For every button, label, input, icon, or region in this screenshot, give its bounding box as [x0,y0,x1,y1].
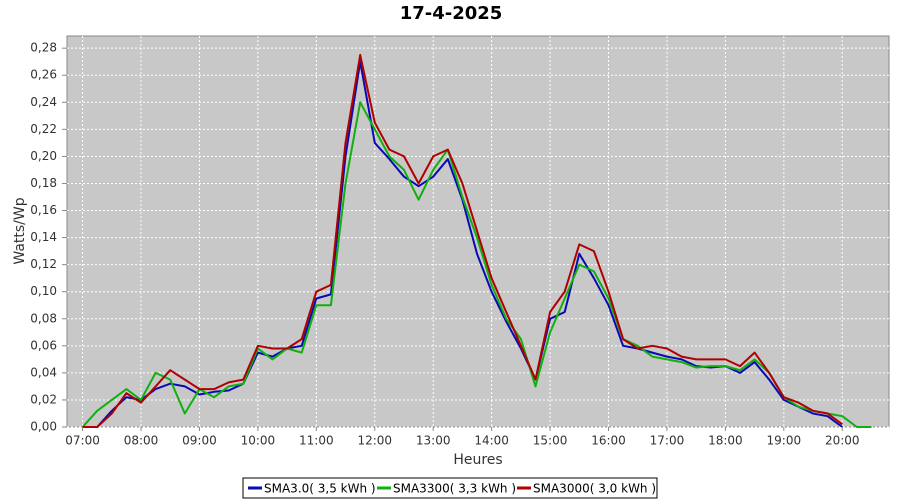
legend [242,477,658,499]
y-tick-label: 0,06 [30,338,57,352]
x-tick-label: 19:00 [767,434,802,448]
x-tick-label: 17:00 [650,434,685,448]
lines [81,53,872,428]
y-tick-label: 0,22 [30,122,57,136]
series-line [82,53,843,428]
x-tick-label: 11:00 [299,434,334,448]
x-axis-title: Heures [453,452,502,468]
y-tick-label: 0,24 [30,95,57,109]
y-tick-label: 0,10 [30,284,57,298]
x-tick-label: 10:00 [241,434,276,448]
legend-label: SMA3000( 3,0 kWh ) [533,482,656,496]
grid [67,36,889,428]
y-tick-label: 0,14 [30,230,57,244]
x-tick-label: 14:00 [474,434,509,448]
y-tick-label: 0,20 [30,149,57,163]
chart-title: 17-4-2025 [400,3,503,24]
y-tick-label: 0,02 [30,392,57,406]
y-tick-label: 0,18 [30,176,57,190]
x-tick-label: 09:00 [182,434,217,448]
x-tick-label: 07:00 [65,434,100,448]
x-tick-label: 08:00 [124,434,159,448]
y-tick-label: 0,16 [30,203,57,217]
legend-label: SMA3.0( 3,5 kWh ) [264,482,376,496]
x-tick-label: 12:00 [357,434,392,448]
y-tick-label: 0,08 [30,311,57,325]
legend-label: SMA3300( 3,3 kWh ) [393,482,516,496]
x-tick-label: 15:00 [533,434,568,448]
y-tick-label: 0,28 [30,41,57,55]
x-tick-label: 16:00 [591,434,626,448]
y-tick-label: 0,04 [30,365,57,379]
x-tick-label: 13:00 [416,434,451,448]
y-axis-title: Watts/Wp [12,197,28,264]
y-tick-label: 0,00 [30,420,57,434]
x-tick-label: 20:00 [825,434,860,448]
y-tick-label: 0,12 [30,257,57,271]
y-tick-label: 0,26 [30,68,57,82]
series-line [81,101,872,428]
x-tick-label: 18:00 [708,434,743,448]
